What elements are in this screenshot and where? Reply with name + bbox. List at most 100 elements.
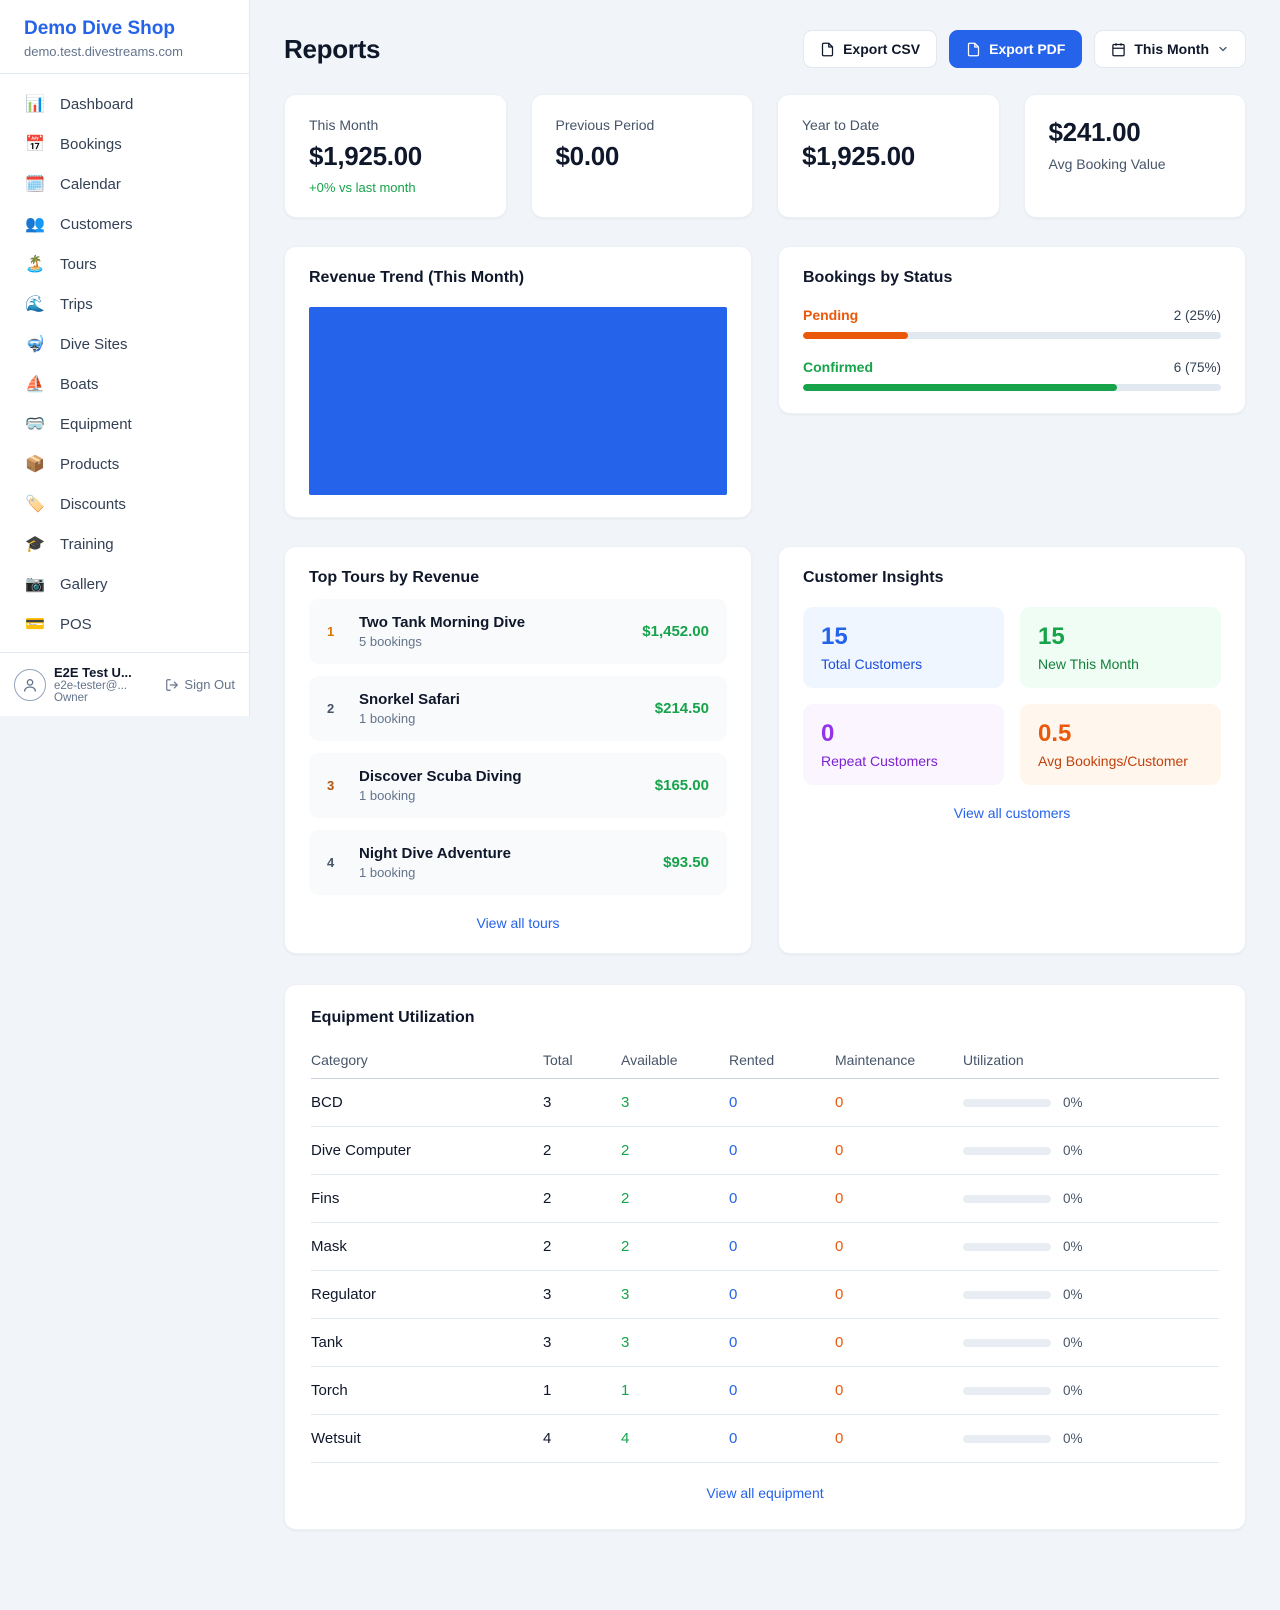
- tour-name: Snorkel Safari: [359, 691, 460, 708]
- utilization-bar: [963, 1290, 1051, 1299]
- products-icon: 📦: [25, 456, 45, 473]
- tour-row: 2 Snorkel Safari 1 booking $214.50: [309, 676, 727, 741]
- sidebar-item-gallery[interactable]: 📷 Gallery: [0, 564, 249, 604]
- insight-tiles: 15 Total Customers 15 New This Month 0 R…: [803, 607, 1221, 785]
- tour-revenue: $214.50: [654, 700, 709, 717]
- table-row: Fins 2 2 0 0 0%: [311, 1175, 1219, 1223]
- table-row: Tank 3 3 0 0 0%: [311, 1319, 1219, 1367]
- utilization-bar: [963, 1242, 1051, 1251]
- tile-value: 15: [821, 623, 848, 650]
- tour-rank: 1: [327, 624, 335, 639]
- tile-value: 0: [821, 720, 835, 747]
- tour-bookings: 1 booking: [359, 788, 416, 803]
- progress-track: [803, 332, 1221, 339]
- sidebar-item-tours[interactable]: 🏝️ Tours: [0, 244, 249, 284]
- sidebar-item-calendar[interactable]: 🗓️ Calendar: [0, 164, 249, 204]
- tile-label: New This Month: [1038, 656, 1139, 672]
- stat-card-avg-booking-value: $241.00 Avg Booking Value: [1023, 94, 1246, 218]
- tour-rank: 4: [327, 855, 335, 870]
- period-dropdown[interactable]: This Month: [1094, 30, 1246, 68]
- sidebar-item-bookings[interactable]: 📅 Bookings: [0, 124, 249, 164]
- sidebar-item-label: Tours: [60, 255, 97, 273]
- stat-value: $0.00: [555, 141, 620, 171]
- sidebar-item-label: Trips: [60, 295, 93, 313]
- progress-fill: [803, 332, 908, 339]
- tour-row: 1 Two Tank Morning Dive 5 bookings $1,45…: [309, 599, 727, 664]
- brand: Demo Dive Shop demo.test.divestreams.com: [0, 0, 249, 74]
- sidebar-item-label: Training: [60, 535, 114, 553]
- view-all-equipment-link[interactable]: View all equipment: [311, 1485, 1219, 1501]
- table-row: BCD 3 3 0 0 0%: [311, 1079, 1219, 1127]
- top-tours-title: Top Tours by Revenue: [309, 569, 480, 586]
- tile-label: Total Customers: [821, 656, 923, 672]
- bookings-icon: 📅: [25, 136, 45, 153]
- sign-out-button[interactable]: Sign Out: [165, 677, 235, 692]
- status-value: 6 (75%): [1173, 360, 1221, 375]
- sidebar-item-label: Equipment: [60, 415, 132, 433]
- sidebar-item-label: Gallery: [60, 575, 108, 593]
- tour-revenue: $93.50: [663, 854, 709, 871]
- tile-avg-bookings-customer: 0.5 Avg Bookings/Customer: [1020, 704, 1221, 785]
- tour-bookings: 1 booking: [359, 865, 416, 880]
- dive-sites-icon: 🤿: [25, 336, 45, 353]
- customer-insights-title: Customer Insights: [803, 569, 944, 586]
- dashboard-icon: 📊: [25, 96, 45, 113]
- sidebar-item-equipment[interactable]: 🥽 Equipment: [0, 404, 249, 444]
- insights-row: Top Tours by Revenue 1 Two Tank Morning …: [284, 546, 1246, 954]
- stat-value: $1,925.00: [309, 141, 422, 171]
- table-row: Regulator 3 3 0 0 0%: [311, 1271, 1219, 1319]
- sidebar-item-customers[interactable]: 👥 Customers: [0, 204, 249, 244]
- sidebar-item-label: Dive Sites: [60, 335, 128, 353]
- table-row: Mask 2 2 0 0 0%: [311, 1223, 1219, 1271]
- bookings-by-status-card: Bookings by Status Pending 2 (25%) Confi…: [778, 246, 1246, 414]
- utilization-bar: [963, 1146, 1051, 1155]
- export-csv-button[interactable]: Export CSV: [803, 30, 938, 68]
- tile-label: Repeat Customers: [821, 753, 938, 769]
- stat-value: $1,925.00: [802, 141, 915, 171]
- revenue-trend-chart: [309, 307, 727, 495]
- view-all-customers-link[interactable]: View all customers: [803, 805, 1221, 821]
- user-meta: E2E Test U... e2e-tester@... Owner: [54, 665, 157, 704]
- stat-delta: +0% vs last month: [309, 180, 416, 195]
- sidebar-item-label: Dashboard: [60, 95, 134, 113]
- status-row-pending: Pending 2 (25%): [803, 307, 1221, 339]
- user-email: e2e-tester@...: [54, 680, 128, 692]
- sidebar-item-trips[interactable]: 🌊 Trips: [0, 284, 249, 324]
- tour-bookings: 1 booking: [359, 711, 416, 726]
- sidebar-item-label: Bookings: [60, 135, 122, 153]
- sidebar-item-products[interactable]: 📦 Products: [0, 444, 249, 484]
- sidebar-item-label: POS: [60, 615, 92, 633]
- sidebar-item-label: Customers: [60, 215, 133, 233]
- sidebar-item-boats[interactable]: ⛵ Boats: [0, 364, 249, 404]
- sidebar-item-pos[interactable]: 💳 POS: [0, 604, 249, 644]
- revenue-trend-title: Revenue Trend (This Month): [309, 269, 525, 286]
- trips-icon: 🌊: [25, 296, 45, 313]
- tour-revenue: $1,452.00: [642, 623, 709, 640]
- revenue-trend-card: Revenue Trend (This Month): [284, 246, 752, 518]
- page-header: Reports Export CSV Export PDF This Month: [284, 30, 1246, 68]
- tile-value: 0.5: [1038, 720, 1072, 747]
- stat-value: $241.00: [1048, 117, 1141, 147]
- status-row-confirmed: Confirmed 6 (75%): [803, 359, 1221, 391]
- sidebar-item-dashboard[interactable]: 📊 Dashboard: [0, 84, 249, 124]
- brand-subtitle: demo.test.divestreams.com: [24, 44, 183, 59]
- tour-name: Night Dive Adventure: [359, 845, 511, 862]
- sign-out-icon: [166, 678, 179, 691]
- customer-insights-card: Customer Insights 15 Total Customers 15 …: [778, 546, 1246, 954]
- tile-new-this-month: 15 New This Month: [1020, 607, 1221, 688]
- equipment-table-header: Category Total Available Rented Maintena…: [311, 1041, 1219, 1079]
- table-row: Dive Computer 2 2 0 0 0%: [311, 1127, 1219, 1175]
- utilization-bar: [963, 1338, 1051, 1347]
- sidebar-item-training[interactable]: 🎓 Training: [0, 524, 249, 564]
- equipment-utilization-title: Equipment Utilization: [311, 1009, 475, 1026]
- sidebar-item-dive-sites[interactable]: 🤿 Dive Sites: [0, 324, 249, 364]
- training-icon: 🎓: [25, 536, 45, 553]
- sidebar-item-discounts[interactable]: 🏷️ Discounts: [0, 484, 249, 524]
- user-role: Owner: [54, 692, 88, 704]
- tile-total-customers: 15 Total Customers: [803, 607, 1004, 688]
- view-all-tours-link[interactable]: View all tours: [309, 915, 727, 931]
- top-tours-card: Top Tours by Revenue 1 Two Tank Morning …: [284, 546, 752, 954]
- export-pdf-button[interactable]: Export PDF: [949, 30, 1083, 68]
- file-icon: [821, 42, 834, 56]
- sidebar-item-label: Boats: [60, 375, 99, 393]
